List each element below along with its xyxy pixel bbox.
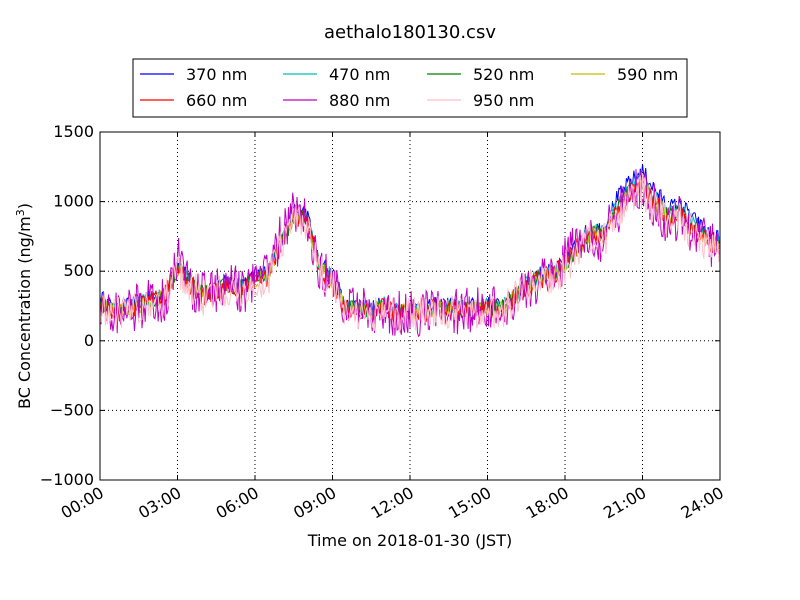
y-axis-label: BC Concentration (ng/m3)	[14, 203, 34, 409]
plot-area	[99, 163, 721, 338]
legend-label: 660 nm	[186, 91, 247, 110]
legend: 370 nm 470 nm 520 nm 590 nm 660 nm 880 nm 950 …	[132, 58, 688, 118]
x-axis-label: Time on 2018-01-30 (JST)	[307, 531, 512, 550]
x-tick-label: 18:00	[523, 483, 572, 523]
y-tick-label: 1000	[53, 192, 94, 211]
x-tick-label: 24:00	[678, 483, 727, 523]
legend-label: 520 nm	[473, 65, 534, 84]
legend-label: 880 nm	[329, 91, 390, 110]
y-tick-label: 500	[63, 261, 94, 280]
x-tick-label: 09:00	[290, 483, 339, 523]
x-tick-label: 03:00	[135, 483, 184, 523]
y-tick-label: −500	[50, 400, 94, 419]
x-tick-label: 12:00	[368, 483, 417, 523]
grid-lines	[100, 132, 720, 480]
x-tick-label: 15:00	[445, 483, 494, 523]
y-axis-label-close: )	[15, 203, 34, 209]
x-tick-label: 06:00	[213, 483, 262, 523]
legend-label: 950 nm	[473, 91, 534, 110]
y-tick-label: −1000	[40, 470, 94, 489]
legend-label: 470 nm	[329, 65, 390, 84]
legend-label: 370 nm	[186, 65, 247, 84]
y-axis-label-main: BC Concentration (ng/m	[15, 216, 34, 409]
y-tick-label: 0	[84, 331, 94, 350]
legend-frame	[132, 58, 688, 118]
chart-title: aethalo180130.csv	[324, 22, 496, 43]
x-tick-label: 21:00	[600, 483, 649, 523]
series-line-950-nm	[99, 174, 721, 333]
y-axis-label-superscript: 3	[14, 209, 27, 216]
y-tick-label: 1500	[53, 122, 94, 141]
legend-label: 590 nm	[617, 65, 678, 84]
